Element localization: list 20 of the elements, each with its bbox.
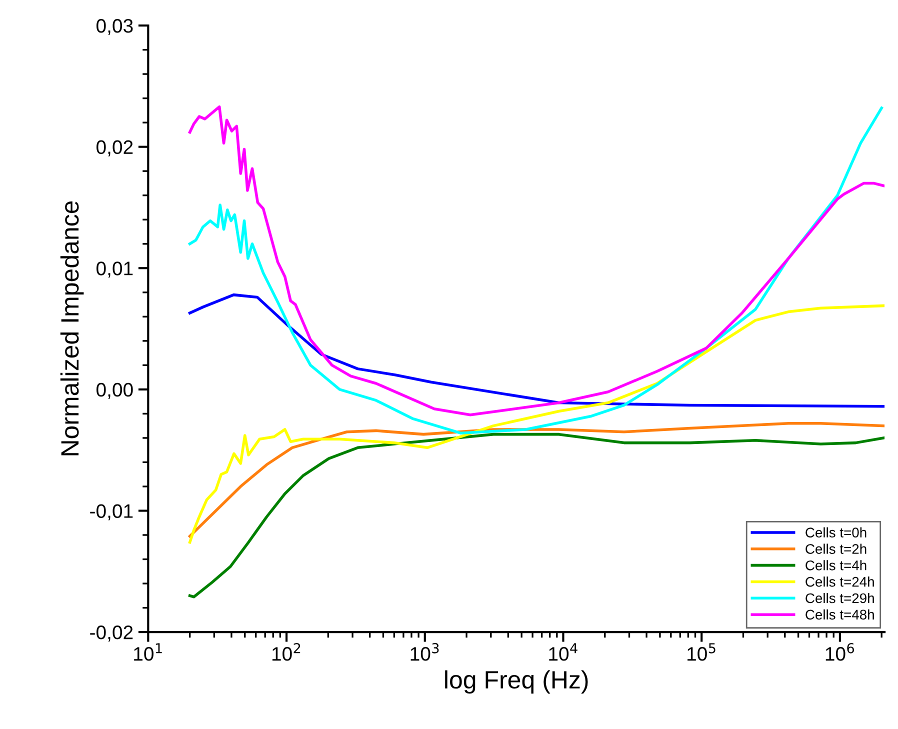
legend-label: Cells t=48h — [806, 609, 874, 620]
x-axis-title: log Freq (Hz) — [445, 670, 588, 694]
x-tick-label: 10$^{1}$ — [134, 643, 162, 661]
x-tick-label: 10$^{4}$ — [549, 643, 578, 661]
x-tick-label: 10$^{6}$ — [826, 643, 854, 661]
legend-label: Cells t=24h — [806, 576, 874, 587]
x-tick-label: 10$^{3}$ — [410, 643, 439, 661]
y-tick-label: 0,03 — [96, 18, 133, 36]
legend-label: Cells t=0h — [806, 527, 866, 538]
legend-label: Cells t=2h — [806, 544, 866, 554]
legend-label: Cells t=4h — [806, 560, 866, 570]
y-tick-label: 0,01 — [96, 262, 133, 278]
legend-label: Cells t=29h — [806, 592, 874, 604]
y-tick-label: 0,00 — [96, 382, 133, 399]
x-tick-label: 10$^{2}$ — [272, 643, 300, 661]
x-tick-label: 10$^{5}$ — [688, 643, 716, 661]
y-tick-label: 0,02 — [96, 140, 133, 156]
y-axis-title: Normalized Impedance — [60, 201, 84, 456]
y-tick-label: -0,01 — [90, 504, 133, 520]
y-tick-label: -0,02 — [90, 626, 133, 642]
